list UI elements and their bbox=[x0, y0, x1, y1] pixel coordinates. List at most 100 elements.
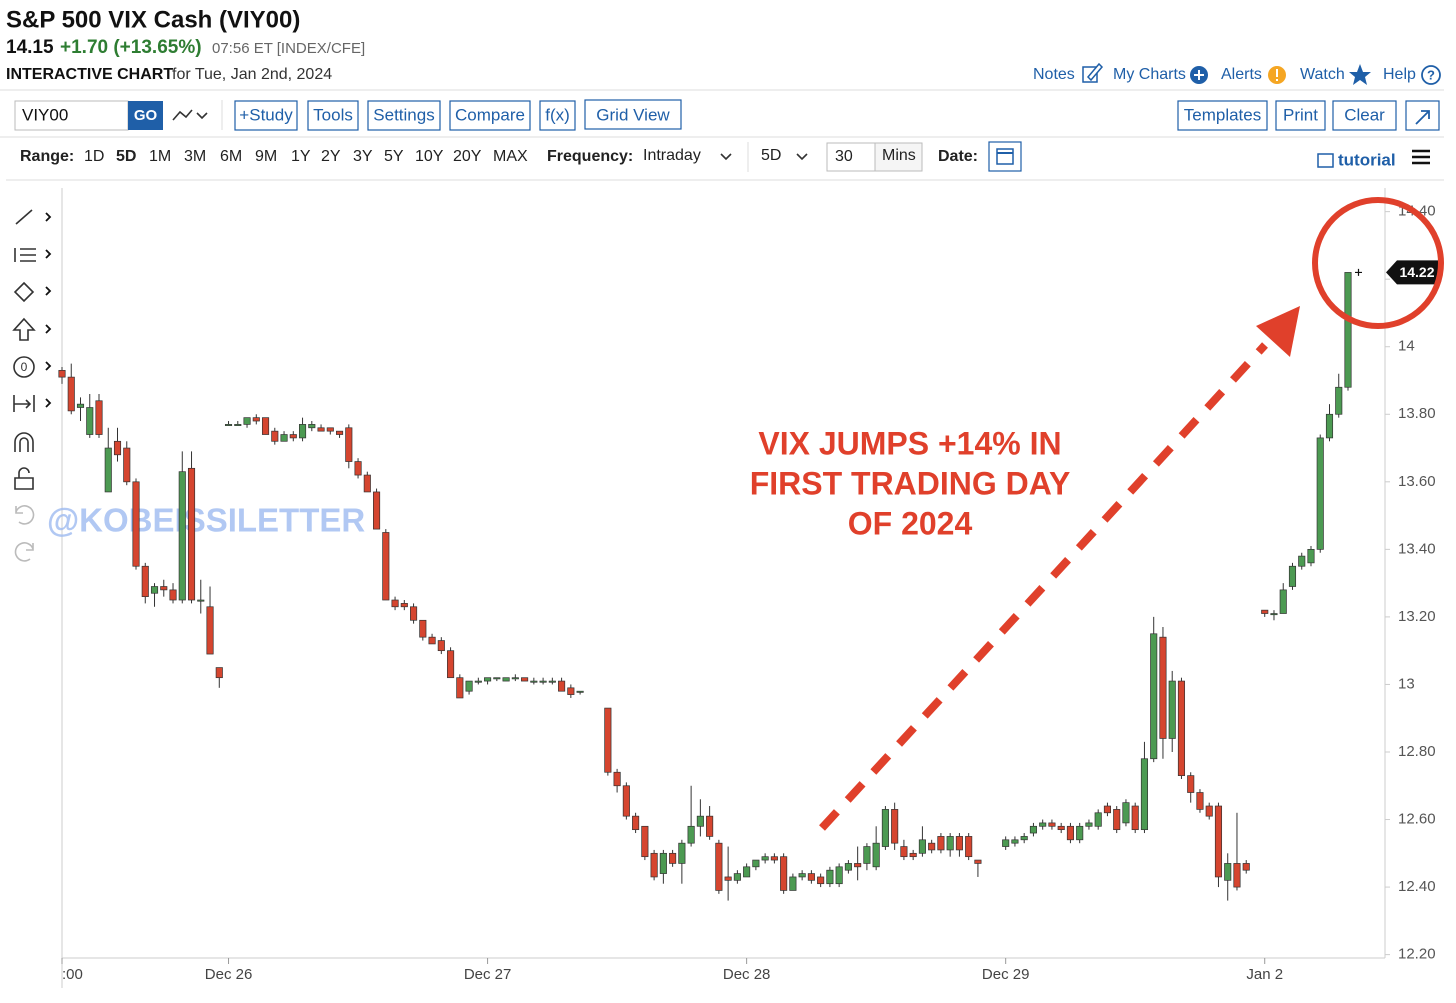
candle-body bbox=[817, 876, 825, 885]
button[interactable] bbox=[234, 100, 298, 131]
candle-body bbox=[113, 440, 122, 456]
candle-body bbox=[271, 430, 279, 442]
y-tick-label: 12.80 bbox=[1398, 743, 1436, 760]
header-link[interactable]: Watch bbox=[1300, 66, 1345, 83]
candle-body bbox=[1205, 805, 1213, 817]
button[interactable] bbox=[449, 100, 531, 131]
button[interactable] bbox=[1275, 100, 1326, 131]
candle-body bbox=[298, 424, 307, 439]
annotation-text: FIRST TRADING DAY bbox=[750, 465, 1071, 501]
candle-body bbox=[326, 427, 334, 432]
frequency-select[interactable]: Intraday bbox=[643, 147, 701, 164]
candle-body bbox=[1187, 775, 1195, 793]
candle-body bbox=[937, 836, 945, 851]
button[interactable] bbox=[1177, 100, 1268, 131]
candle-body bbox=[354, 461, 362, 476]
button[interactable] bbox=[539, 100, 576, 131]
candle-body bbox=[1316, 437, 1324, 550]
candle-body bbox=[659, 852, 667, 874]
tool-lock[interactable] bbox=[14, 467, 34, 490]
range-option[interactable]: 2Y bbox=[321, 148, 341, 165]
range-option[interactable]: 1Y bbox=[291, 148, 311, 165]
button[interactable] bbox=[367, 100, 441, 131]
candle-body bbox=[1177, 680, 1186, 776]
candle-body bbox=[1113, 809, 1121, 831]
range-option[interactable]: 20Y bbox=[453, 148, 482, 165]
tool-shape[interactable] bbox=[13, 281, 35, 303]
expand-button[interactable] bbox=[1405, 100, 1440, 131]
range-option[interactable]: 1D bbox=[84, 148, 104, 165]
range-option[interactable]: 10Y bbox=[415, 148, 444, 165]
x-tick-label: Jan 2 bbox=[1246, 966, 1283, 983]
candle-body bbox=[770, 856, 778, 861]
period-chevron bbox=[796, 153, 808, 161]
frequency-chevron bbox=[720, 153, 732, 161]
candle-body bbox=[336, 430, 344, 435]
candle-body bbox=[141, 565, 149, 597]
date-picker[interactable] bbox=[988, 141, 1022, 172]
candle-body bbox=[1196, 792, 1204, 810]
button-label: f(x) bbox=[545, 105, 570, 124]
symbol-input[interactable] bbox=[14, 100, 129, 131]
range-option[interactable]: 9M bbox=[255, 148, 277, 165]
tutorial-link[interactable]: tutorial bbox=[1338, 150, 1396, 169]
candle-body bbox=[511, 677, 519, 680]
interval-input[interactable] bbox=[826, 142, 876, 172]
candle-body bbox=[1168, 680, 1176, 739]
button-label: Print bbox=[1283, 105, 1318, 124]
candle-body bbox=[558, 680, 566, 692]
header-link[interactable]: My Charts bbox=[1113, 66, 1186, 83]
candle-body bbox=[900, 846, 908, 858]
candle-body bbox=[308, 424, 316, 429]
header-link[interactable]: Help bbox=[1383, 66, 1416, 83]
range-option[interactable]: 3M bbox=[184, 148, 206, 165]
candle-body bbox=[1344, 272, 1352, 388]
candle-body bbox=[687, 825, 695, 844]
candle-body bbox=[807, 873, 815, 881]
go-button[interactable] bbox=[128, 101, 163, 130]
tool-text-glyph: 0 bbox=[21, 360, 28, 374]
tool-undo[interactable] bbox=[15, 505, 35, 525]
chart-type-icon[interactable] bbox=[172, 109, 193, 121]
tool-fib[interactable] bbox=[14, 248, 36, 262]
range-option[interactable]: 6M bbox=[220, 148, 242, 165]
button[interactable] bbox=[1332, 100, 1397, 131]
candle-body bbox=[1335, 386, 1343, 415]
candle-body bbox=[363, 474, 371, 493]
button-label: Grid View bbox=[596, 105, 670, 124]
range-option[interactable]: 1M bbox=[149, 148, 171, 165]
candle-body bbox=[484, 677, 492, 682]
tool-arrow[interactable] bbox=[12, 317, 36, 341]
range-option[interactable]: 5Y bbox=[384, 148, 404, 165]
expand-icon bbox=[1415, 110, 1430, 125]
candle-body bbox=[974, 859, 982, 864]
button[interactable] bbox=[584, 99, 682, 130]
period-select[interactable]: 5D bbox=[761, 147, 781, 164]
candle-body bbox=[1020, 836, 1028, 841]
range-option[interactable]: 3Y bbox=[353, 148, 373, 165]
candle-body bbox=[826, 869, 834, 885]
candle-body bbox=[465, 680, 473, 692]
tool-line[interactable] bbox=[15, 209, 33, 225]
range-option[interactable]: MAX bbox=[493, 148, 528, 165]
candle-body bbox=[169, 589, 177, 601]
tool-measure[interactable] bbox=[13, 395, 35, 412]
tool-text[interactable] bbox=[13, 356, 35, 378]
menu-icon[interactable] bbox=[1412, 149, 1430, 165]
y-tick-label: 13 bbox=[1398, 675, 1415, 692]
tutorial-icon bbox=[1317, 153, 1334, 168]
tool-magnet[interactable] bbox=[14, 432, 34, 452]
y-tick-label: 13.80 bbox=[1398, 405, 1436, 422]
candle-body bbox=[1057, 825, 1065, 831]
candle-body bbox=[752, 859, 760, 868]
candle-body bbox=[1261, 609, 1269, 614]
header-link[interactable]: Notes bbox=[1033, 66, 1075, 83]
x-tick-label: :00 bbox=[62, 966, 83, 983]
toolbar-buttons: +Study Tools Settings Compare f(x) Grid View T… bbox=[234, 99, 1397, 131]
button[interactable] bbox=[307, 100, 359, 131]
help-icon bbox=[1421, 65, 1441, 85]
header-link[interactable]: Alerts bbox=[1221, 66, 1262, 83]
range-option[interactable]: 5D bbox=[116, 148, 136, 165]
candle-body bbox=[1103, 805, 1111, 814]
tool-redo[interactable] bbox=[14, 542, 34, 562]
